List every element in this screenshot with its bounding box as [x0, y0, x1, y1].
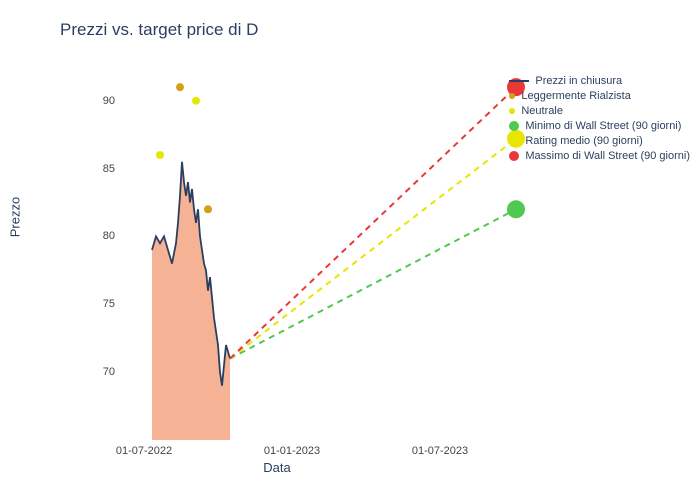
chart-title: Prezzi vs. target price di D	[60, 20, 680, 40]
legend-item: Massimo di Wall Street (90 giorni)	[509, 150, 690, 162]
legend-marker	[509, 136, 519, 146]
target-line-max	[230, 87, 516, 358]
y-tick: 70	[103, 366, 115, 378]
legend-marker	[509, 151, 519, 161]
scatter-point	[204, 205, 212, 213]
y-tick: 80	[103, 230, 115, 242]
legend-label: Neutrale	[521, 105, 563, 117]
legend-item: Rating medio (90 giorni)	[509, 135, 690, 147]
legend-label: Prezzi in chiusura	[535, 75, 622, 87]
scatter-point	[192, 97, 200, 105]
legend-label: Rating medio (90 giorni)	[525, 135, 642, 147]
target-line-min	[230, 209, 516, 358]
legend-label: Massimo di Wall Street (90 giorni)	[525, 150, 690, 162]
chart-container: Prezzi vs. target price di D Prezzo Data…	[0, 0, 700, 500]
scatter-point	[176, 83, 184, 91]
x-tick: 01-07-2022	[116, 445, 172, 457]
legend-item: Prezzi in chiusura	[509, 75, 690, 87]
y-tick: 75	[103, 298, 115, 310]
legend-label: Leggermente Rialzista	[521, 90, 630, 102]
x-axis-label: Data	[263, 460, 290, 475]
legend-marker	[509, 93, 515, 99]
y-axis-label: Prezzo	[8, 197, 23, 237]
price-area	[152, 162, 230, 440]
target-line-avg	[230, 139, 516, 359]
scatter-point	[156, 151, 164, 159]
target-dot-min	[507, 200, 525, 218]
legend-label: Minimo di Wall Street (90 giorni)	[525, 120, 681, 132]
y-tick: 90	[103, 95, 115, 107]
x-tick: 01-07-2023	[412, 445, 468, 457]
legend-item: Minimo di Wall Street (90 giorni)	[509, 120, 690, 132]
legend-marker	[509, 121, 519, 131]
y-tick: 85	[103, 163, 115, 175]
x-tick: 01-01-2023	[264, 445, 320, 457]
legend-item: Leggermente Rialzista	[509, 90, 690, 102]
chart-svg	[120, 60, 520, 440]
legend-marker	[509, 108, 515, 114]
legend-item: Neutrale	[509, 105, 690, 117]
legend-marker	[509, 80, 529, 82]
legend: Prezzi in chiusura Leggermente Rialzista N…	[509, 75, 690, 165]
